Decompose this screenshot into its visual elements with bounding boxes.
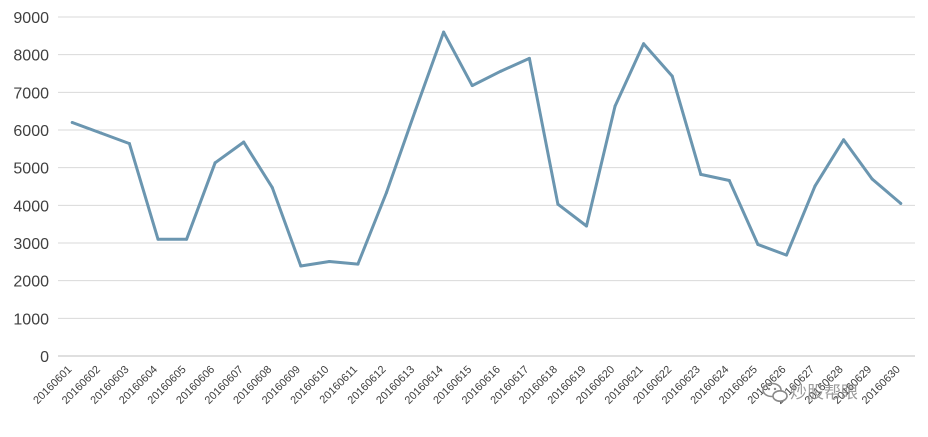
y-tick-label: 4000 xyxy=(13,198,49,215)
series-line xyxy=(70,30,903,268)
data-point xyxy=(784,253,788,257)
data-point xyxy=(70,120,74,124)
data-point xyxy=(813,184,817,188)
data-point xyxy=(470,84,474,88)
data-point xyxy=(699,172,703,176)
data-point xyxy=(356,262,360,266)
data-point xyxy=(727,178,731,182)
data-point xyxy=(185,237,189,241)
y-tick-label: 7000 xyxy=(13,85,49,102)
y-tick-label: 0 xyxy=(40,349,49,366)
chat-bubble-icon xyxy=(762,382,788,402)
data-point xyxy=(242,140,246,144)
y-tick-label: 9000 xyxy=(13,10,49,27)
data-point xyxy=(670,74,674,78)
y-tick-label: 2000 xyxy=(13,274,49,291)
data-point xyxy=(842,138,846,142)
data-point xyxy=(385,191,389,195)
data-point xyxy=(99,131,103,135)
data-point xyxy=(642,42,646,46)
data-point xyxy=(327,259,331,263)
gridlines xyxy=(58,16,915,357)
data-point xyxy=(584,224,588,228)
data-point xyxy=(127,142,131,146)
y-tick-label: 5000 xyxy=(13,161,49,178)
x-axis-ticks: 2016060120160602201606032016060420160605… xyxy=(31,364,903,407)
y-tick-label: 3000 xyxy=(13,236,49,253)
watermark: 炒股帮眼 xyxy=(762,382,858,402)
data-point xyxy=(413,109,417,113)
data-point xyxy=(556,202,560,206)
data-point xyxy=(756,243,760,247)
data-point xyxy=(213,161,217,165)
y-tick-label: 1000 xyxy=(13,311,49,328)
data-point xyxy=(156,237,160,241)
data-point xyxy=(899,201,903,205)
data-point xyxy=(613,104,617,108)
watermark-text: 炒股帮眼 xyxy=(790,383,858,402)
y-tick-label: 8000 xyxy=(13,48,49,65)
data-point xyxy=(270,186,274,190)
data-point xyxy=(299,264,303,268)
data-point xyxy=(499,69,503,73)
series-lines xyxy=(70,30,903,268)
y-axis-ticks: 0 1000 2000 3000 4000 5000 6000 7000 8000 9000 xyxy=(13,10,49,366)
data-point xyxy=(527,56,531,60)
data-point xyxy=(870,177,874,181)
data-point xyxy=(442,30,446,34)
y-tick-label: 6000 xyxy=(13,123,49,140)
